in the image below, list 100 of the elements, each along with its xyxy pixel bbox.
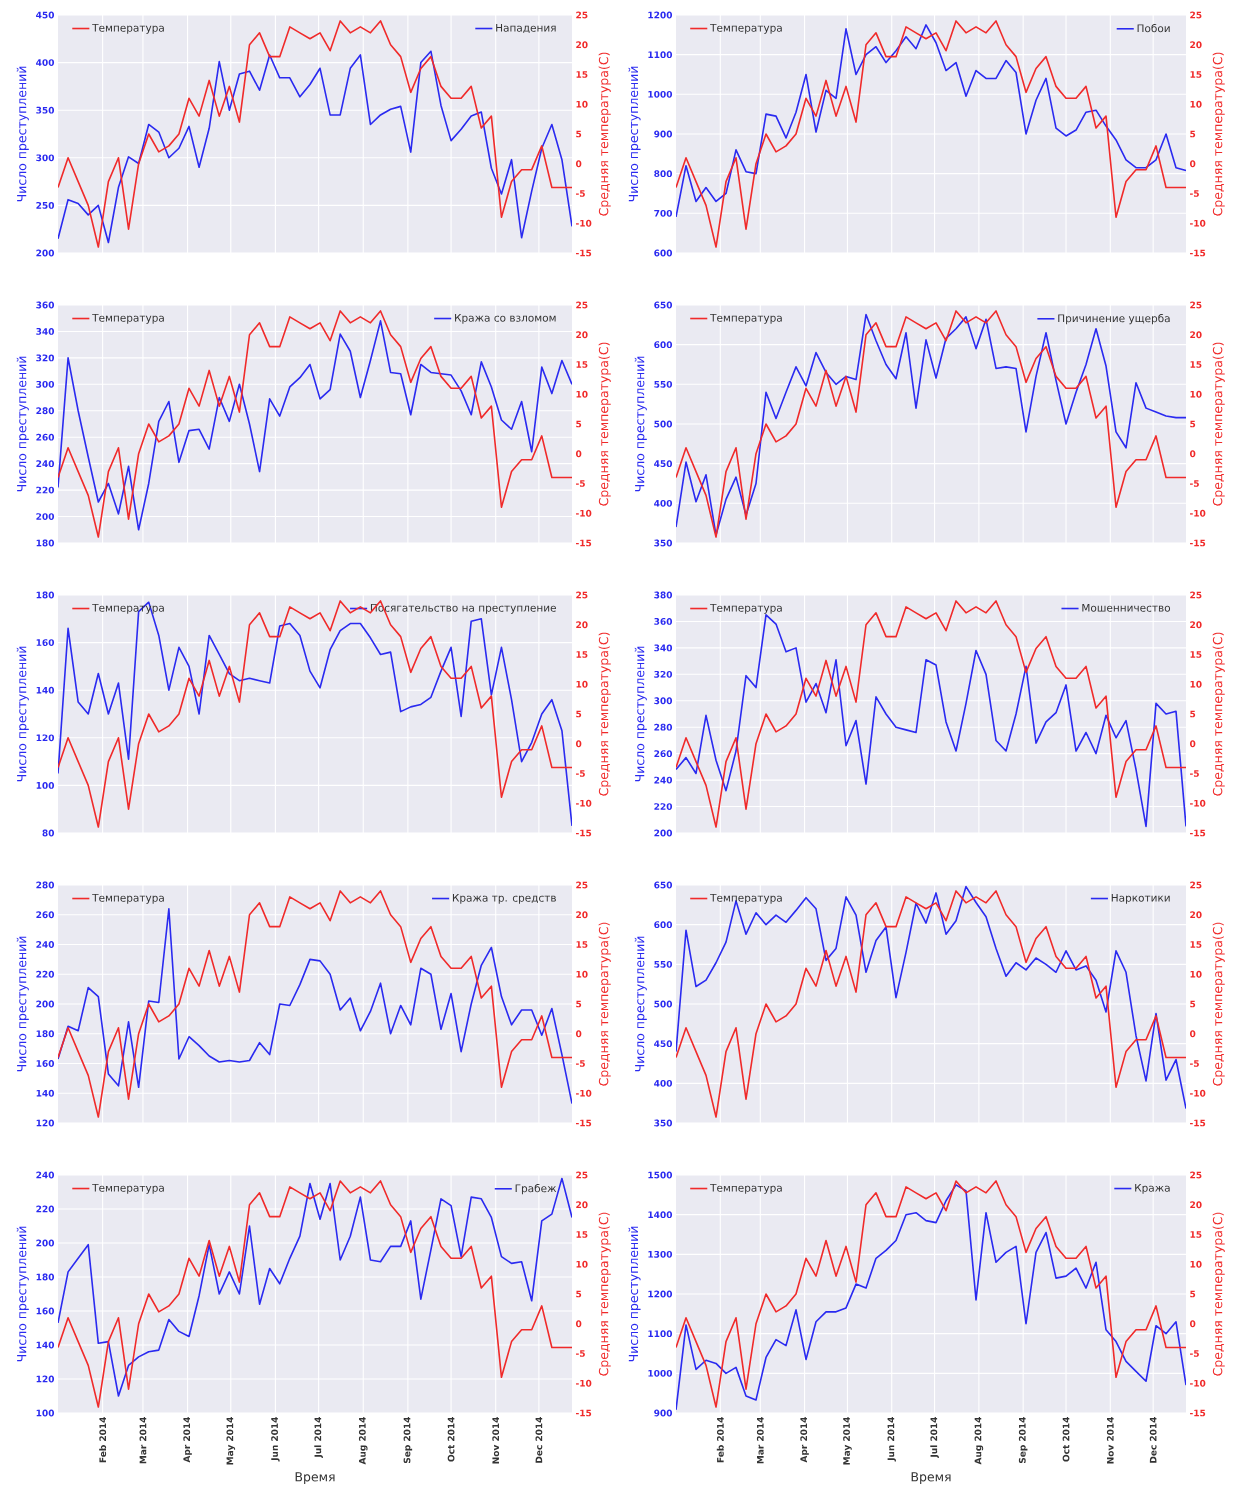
y2-tick-label: -5 [576,1060,585,1067]
y2-tick-label: 25 [1190,591,1202,599]
x-tick-label: Nov 2014 [492,1416,500,1464]
y-axis-title: Число преступлений [16,646,29,782]
legend-label: Кража тр. средств [452,893,556,904]
y2-tick-label: 0 [575,1320,582,1328]
y-tick-label: 300 [654,697,673,705]
y-tick-label: 360 [654,618,673,625]
y2-tick-label: -5 [576,1350,585,1357]
y2-tick-label: -5 [576,770,585,777]
y2-tick-label: 20 [1190,331,1202,339]
x-tick-label: Apr 2014 [183,1416,192,1463]
y-tick-label: 1200 [648,1290,673,1298]
y-tick-label: 600 [654,921,673,929]
y2-axis-title: Средняя температура(С) [598,52,611,216]
y2-tick-label: 15 [1190,941,1202,948]
y2-tick-label: -15 [576,829,592,837]
y2-tick-label: 25 [576,591,588,599]
legend-label: Температура [710,313,782,324]
y2-tick-label: 15 [576,651,588,658]
y-tick-label: 550 [654,380,673,388]
y-tick-label: 450 [654,460,673,468]
y2-tick-label: 0 [1189,740,1196,748]
y2-axis-title: Средняя температура(С) [1212,1212,1225,1376]
x-tick-label: Oct 2014 [447,1416,455,1462]
x-tick-label: Jun 2014 [887,1416,896,1462]
y2-tick-label: 15 [1190,651,1202,658]
y2-tick-label: 20 [1190,911,1202,919]
y-tick-label: 100 [36,781,55,789]
y2-tick-label: 5 [1190,420,1196,428]
y-tick-label: 1100 [648,51,673,59]
y-tick-label: 240 [36,941,55,948]
y-tick-label: 300 [36,380,55,388]
y-tick-label: 220 [654,803,673,810]
x-tick-label: Dec 2014 [1149,1416,1157,1463]
x-tick-label: Feb 2014 [716,1416,724,1463]
y-axis-title: Число преступлений [634,356,647,492]
y-tick-label: 400 [654,1079,673,1087]
y2-tick-label: -10 [1190,799,1206,807]
y-axis-title: Число преступлений [16,1226,29,1362]
y-tick-label: 700 [654,209,673,217]
y2-tick-label: -15 [1190,539,1206,547]
y-tick-label: 450 [36,11,55,19]
y2-tick-label: -10 [1190,1089,1206,1097]
legend-label: Нападения [496,23,556,34]
y2-tick-label: 5 [1190,1290,1196,1298]
y2-tick-label: 5 [1190,130,1196,138]
y2-tick-label: 5 [576,1000,582,1008]
y-tick-label: 220 [36,970,55,978]
y-tick-label: 900 [654,1409,673,1417]
y2-tick-label: 5 [1190,1000,1196,1008]
y2-tick-label: -15 [576,249,592,257]
legend-label: Температура [710,893,782,904]
legend-label: Температура [710,1183,782,1194]
y2-tick-label: 10 [576,100,588,108]
y2-axis-title: Средняя температура(С) [1212,342,1225,506]
y2-tick-label: -5 [1190,1060,1199,1067]
y-tick-label: 160 [36,1060,55,1067]
x-tick-label: Dec 2014 [535,1416,543,1463]
y-tick-label: 360 [36,301,55,309]
y-tick-label: 260 [36,911,55,919]
y2-tick-label: 15 [576,941,588,948]
y-tick-label: 80 [42,829,55,837]
y2-tick-label: -10 [576,219,592,227]
x-tick-label: Sep 2014 [1018,1416,1028,1464]
y2-tick-label: 0 [575,740,582,748]
y-tick-label: 160 [36,639,55,646]
y-tick-label: 650 [654,881,673,889]
legend-label: Кража [1135,1183,1170,1194]
y-tick-label: 600 [654,341,673,349]
x-tick-label: Aug 2014 [358,1416,368,1465]
y-tick-label: 240 [36,1171,55,1179]
y-tick-label: 800 [654,170,673,178]
y2-tick-label: -10 [576,509,592,517]
y2-tick-label: 10 [576,970,588,978]
y2-tick-label: -15 [1190,1409,1206,1417]
y2-tick-label: -5 [1190,1350,1199,1357]
y-tick-label: 260 [654,750,673,758]
y2-axis-title: Средняя температура(С) [598,1212,611,1376]
y-tick-label: 1400 [648,1211,673,1219]
y2-tick-label: 25 [1190,881,1202,889]
y2-tick-label: 15 [1190,361,1202,368]
y-tick-label: 220 [36,486,55,494]
y2-tick-label: 5 [576,130,582,138]
y2-axis-title: Средняя температура(С) [598,922,611,1086]
y2-axis-title: Средняя температура(С) [1212,52,1225,216]
y2-tick-label: -15 [1190,829,1206,837]
y-tick-label: 240 [654,776,673,784]
y2-tick-label: 10 [576,1260,588,1268]
x-tick-label: Nov 2014 [1106,1416,1114,1464]
y-tick-label: 500 [654,420,673,428]
legend-label: Наркотики [1111,893,1170,904]
legend-label: Температура [710,23,782,34]
y2-tick-label: -5 [1190,770,1199,777]
y-tick-label: 340 [654,644,673,652]
x-tick-label: Sep 2014 [403,1416,413,1464]
y-tick-label: 380 [654,591,673,599]
y2-tick-label: 25 [576,11,588,19]
y-axis-title: Число преступлений [16,936,29,1072]
y-tick-label: 350 [654,539,673,547]
